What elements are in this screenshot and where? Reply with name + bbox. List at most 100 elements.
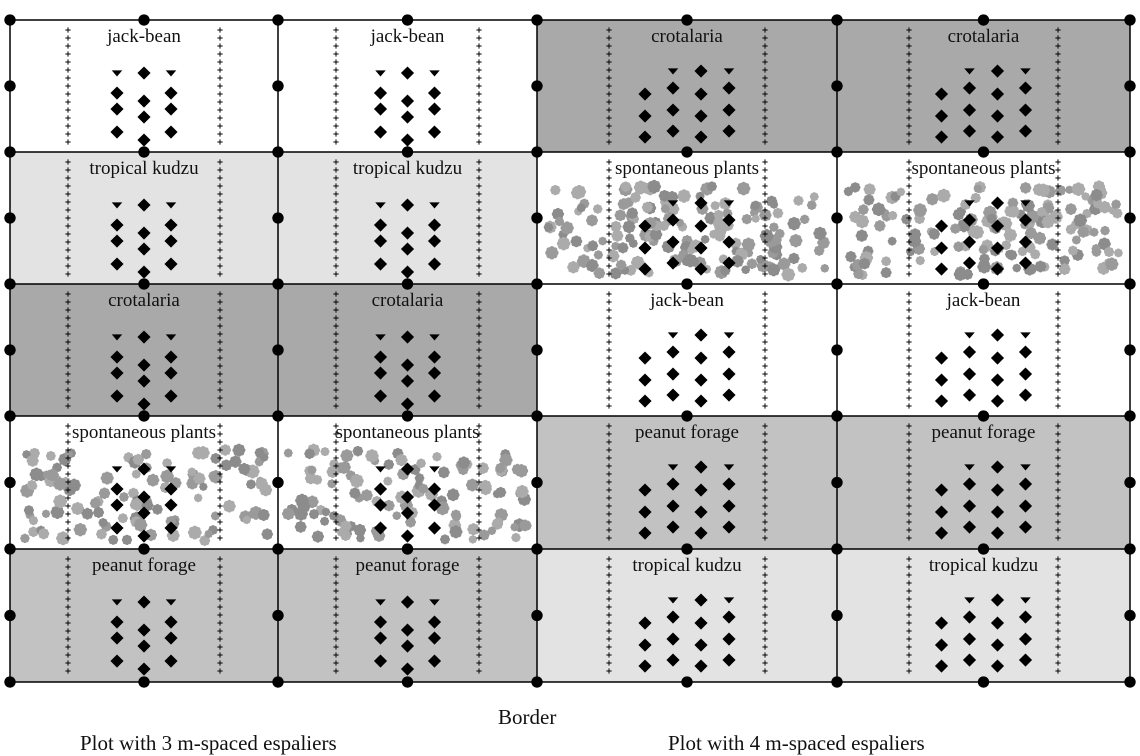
weed-mark	[467, 523, 479, 535]
weed-mark	[340, 449, 353, 462]
border-post	[831, 278, 842, 289]
weed-mark	[926, 193, 938, 205]
weed-mark	[756, 255, 765, 264]
plot-cell: crotalaria	[10, 284, 278, 416]
weed-mark	[38, 528, 49, 539]
weed-mark	[586, 214, 598, 226]
weed-mark	[258, 509, 270, 521]
weed-mark	[701, 235, 710, 244]
plot-label: crotalaria	[372, 290, 444, 311]
border-post	[1124, 146, 1135, 157]
plot-label: crotalaria	[651, 26, 723, 47]
weed-mark	[1112, 208, 1122, 218]
weed-mark	[432, 452, 441, 461]
border-post	[531, 212, 542, 223]
weed-mark	[677, 189, 691, 203]
plot-cell: jack-bean	[278, 20, 537, 152]
weed-mark	[350, 474, 364, 488]
border-post	[1124, 344, 1135, 355]
weed-mark	[629, 239, 638, 248]
weed-mark	[1104, 247, 1114, 257]
weed-mark	[1042, 215, 1055, 228]
weed-mark	[1068, 246, 1078, 256]
border-post	[681, 410, 692, 421]
plot-cell: tropical kudzu	[278, 152, 537, 284]
border-post	[138, 146, 149, 157]
plot-label: peanut forage	[932, 422, 1036, 443]
weed-mark	[623, 220, 636, 233]
border-post	[272, 344, 283, 355]
weed-mark	[194, 494, 203, 503]
weed-mark	[1020, 182, 1032, 194]
weed-mark	[30, 467, 44, 481]
plot-label: tropical kudzu	[89, 158, 199, 179]
border-post	[402, 410, 413, 421]
weed-mark	[449, 525, 462, 538]
plot-cell: tropical kudzu	[837, 549, 1130, 682]
weed-mark	[232, 444, 245, 457]
weed-mark	[81, 508, 93, 520]
border-post	[681, 676, 692, 687]
plot-cell: jack-bean	[837, 284, 1130, 416]
weed-mark	[598, 237, 607, 246]
weed-mark	[220, 459, 232, 471]
weed-mark	[767, 263, 780, 276]
weed-mark	[901, 214, 912, 225]
plot-cell: tropical kudzu	[537, 549, 837, 682]
plot-label: jack-bean	[370, 26, 445, 47]
plot-cell: crotalaria	[537, 20, 837, 152]
border-post	[978, 278, 989, 289]
border-post	[138, 543, 149, 554]
border-post	[402, 146, 413, 157]
weed-mark	[766, 196, 777, 207]
weed-mark	[711, 201, 720, 210]
border-post	[978, 676, 989, 687]
weed-mark	[793, 196, 803, 206]
plot-label: spontaneous plants	[335, 422, 479, 443]
weed-mark	[320, 447, 329, 456]
border-post	[978, 543, 989, 554]
weed-mark	[29, 482, 38, 491]
weed-mark	[752, 214, 760, 222]
weed-mark	[642, 202, 653, 213]
weed-mark	[859, 258, 871, 270]
weed-mark	[1037, 207, 1047, 217]
weed-mark	[494, 517, 503, 526]
weed-mark	[294, 507, 308, 521]
weed-mark	[707, 181, 717, 191]
weed-mark	[322, 508, 331, 517]
border-post	[4, 477, 15, 488]
weed-mark	[141, 449, 151, 459]
border-post	[831, 14, 842, 25]
weed-mark	[1100, 226, 1109, 235]
weed-mark	[1059, 263, 1071, 275]
weed-mark	[773, 208, 784, 219]
weed-mark	[27, 455, 39, 467]
weed-mark	[53, 494, 67, 508]
border-post	[978, 14, 989, 25]
plot-label: peanut forage	[92, 555, 196, 576]
weed-mark	[24, 505, 34, 515]
border-post	[4, 278, 15, 289]
weed-mark	[1090, 228, 1099, 237]
weed-mark	[610, 221, 621, 232]
weed-mark	[519, 520, 531, 532]
weed-mark	[557, 237, 571, 251]
weed-mark	[64, 450, 73, 459]
border-post	[531, 477, 542, 488]
weed-mark	[689, 256, 699, 266]
plot-cell: tropical kudzu	[10, 152, 278, 284]
weed-mark	[1077, 226, 1089, 238]
weed-mark	[888, 211, 897, 220]
weed-mark	[20, 534, 29, 543]
border-post	[531, 278, 542, 289]
border-post	[1124, 610, 1135, 621]
weed-mark	[28, 527, 39, 538]
border-post	[402, 543, 413, 554]
weed-mark	[383, 477, 392, 486]
weed-mark	[807, 200, 817, 210]
border-post	[272, 14, 283, 25]
weed-mark	[916, 256, 925, 265]
plot-label: peanut forage	[635, 422, 739, 443]
border-post	[831, 80, 842, 91]
